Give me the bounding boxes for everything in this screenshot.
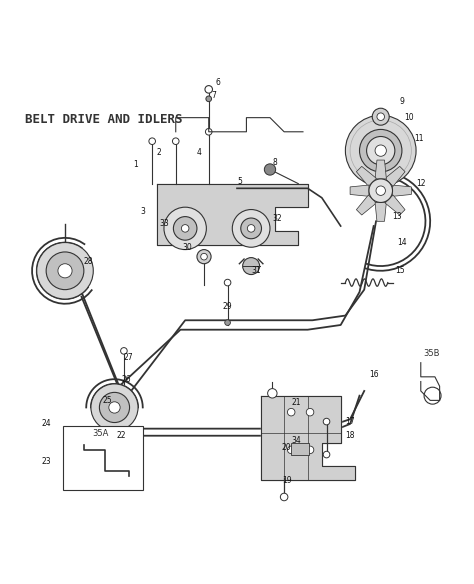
Circle shape bbox=[100, 392, 129, 423]
Text: 12: 12 bbox=[416, 179, 426, 188]
Circle shape bbox=[206, 96, 211, 102]
Bar bbox=[291, 443, 309, 454]
Polygon shape bbox=[356, 166, 376, 186]
Text: 6: 6 bbox=[216, 78, 221, 87]
Circle shape bbox=[182, 225, 189, 232]
Text: 17: 17 bbox=[346, 417, 355, 426]
Bar bbox=[63, 426, 143, 490]
Text: 30: 30 bbox=[183, 243, 192, 252]
Circle shape bbox=[36, 242, 93, 299]
Circle shape bbox=[173, 138, 179, 144]
Circle shape bbox=[201, 253, 207, 260]
Circle shape bbox=[366, 137, 395, 165]
Polygon shape bbox=[350, 185, 369, 196]
Text: BELT DRIVE AND IDLERS: BELT DRIVE AND IDLERS bbox=[25, 113, 182, 126]
Circle shape bbox=[91, 384, 138, 431]
Polygon shape bbox=[392, 185, 411, 196]
Circle shape bbox=[264, 164, 276, 175]
Text: 22: 22 bbox=[117, 431, 127, 440]
Circle shape bbox=[346, 115, 416, 186]
Circle shape bbox=[58, 264, 72, 278]
Circle shape bbox=[287, 446, 295, 454]
Text: 35B: 35B bbox=[423, 349, 439, 357]
Circle shape bbox=[120, 347, 127, 354]
Polygon shape bbox=[356, 195, 376, 215]
Text: 7: 7 bbox=[211, 91, 216, 99]
Circle shape bbox=[110, 464, 119, 474]
Circle shape bbox=[268, 388, 277, 398]
Circle shape bbox=[164, 207, 206, 249]
Text: 32: 32 bbox=[273, 214, 282, 224]
Circle shape bbox=[359, 130, 402, 172]
Text: 20: 20 bbox=[282, 443, 292, 452]
Text: 4: 4 bbox=[197, 148, 202, 158]
Polygon shape bbox=[261, 396, 355, 481]
Text: 28: 28 bbox=[84, 257, 93, 266]
Text: 2: 2 bbox=[157, 148, 162, 158]
Circle shape bbox=[205, 86, 212, 93]
Text: 18: 18 bbox=[346, 431, 355, 440]
Circle shape bbox=[46, 252, 84, 290]
Circle shape bbox=[173, 217, 197, 240]
Circle shape bbox=[377, 113, 384, 120]
Circle shape bbox=[323, 418, 330, 425]
Text: 26: 26 bbox=[121, 375, 131, 384]
Circle shape bbox=[197, 249, 211, 264]
Text: 34: 34 bbox=[291, 436, 301, 445]
Circle shape bbox=[241, 218, 262, 239]
Polygon shape bbox=[375, 203, 386, 221]
Circle shape bbox=[375, 145, 386, 157]
Text: 10: 10 bbox=[404, 113, 414, 122]
Text: 15: 15 bbox=[395, 266, 404, 275]
Text: 35A: 35A bbox=[92, 429, 109, 438]
Text: 19: 19 bbox=[282, 476, 292, 485]
Circle shape bbox=[205, 128, 212, 135]
Text: 5: 5 bbox=[237, 177, 242, 186]
Text: 13: 13 bbox=[392, 212, 402, 221]
Polygon shape bbox=[385, 166, 405, 186]
Text: 9: 9 bbox=[400, 97, 404, 106]
Circle shape bbox=[232, 210, 270, 247]
Circle shape bbox=[306, 446, 314, 454]
Circle shape bbox=[225, 320, 230, 325]
Text: 31: 31 bbox=[251, 266, 261, 275]
Text: 29: 29 bbox=[223, 302, 232, 311]
Circle shape bbox=[109, 402, 120, 413]
Text: 24: 24 bbox=[41, 419, 51, 429]
Polygon shape bbox=[375, 160, 386, 179]
Circle shape bbox=[323, 451, 330, 458]
Text: 27: 27 bbox=[124, 353, 134, 363]
Circle shape bbox=[306, 408, 314, 416]
Circle shape bbox=[376, 186, 385, 196]
Text: 14: 14 bbox=[397, 238, 407, 247]
Circle shape bbox=[287, 408, 295, 416]
Circle shape bbox=[243, 258, 260, 274]
Circle shape bbox=[280, 493, 288, 500]
Text: 23: 23 bbox=[41, 457, 51, 466]
Circle shape bbox=[369, 179, 392, 203]
Circle shape bbox=[372, 108, 389, 125]
Text: 25: 25 bbox=[103, 396, 112, 405]
Circle shape bbox=[149, 138, 155, 144]
Circle shape bbox=[224, 279, 231, 286]
Text: 8: 8 bbox=[273, 158, 277, 167]
Text: 1: 1 bbox=[133, 160, 138, 169]
Text: 33: 33 bbox=[159, 219, 169, 228]
Text: 3: 3 bbox=[140, 207, 145, 217]
Text: 11: 11 bbox=[414, 134, 423, 143]
Circle shape bbox=[247, 225, 255, 232]
Text: 21: 21 bbox=[291, 398, 301, 407]
Polygon shape bbox=[385, 195, 405, 215]
Polygon shape bbox=[157, 183, 308, 245]
Text: 16: 16 bbox=[369, 370, 379, 379]
